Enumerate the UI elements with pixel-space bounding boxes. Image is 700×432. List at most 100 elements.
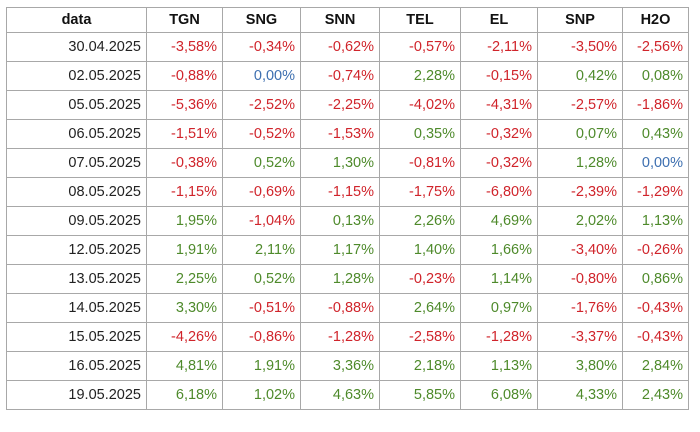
return-cell: -0,81% bbox=[379, 148, 461, 178]
table-container: data TGN SNG SNN TEL EL SNP H2O 30.04.20… bbox=[6, 7, 689, 410]
header-snn: SNN bbox=[300, 7, 380, 33]
return-cell: -0,43% bbox=[622, 322, 689, 352]
return-cell: 1,91% bbox=[146, 235, 223, 265]
return-cell: -1,04% bbox=[222, 206, 301, 236]
return-cell: -1,76% bbox=[537, 293, 623, 323]
table-row: 08.05.2025 -1,15% -0,69% -1,15% -1,75% -6,80%… bbox=[6, 177, 689, 207]
header-el: EL bbox=[460, 7, 538, 33]
return-cell: -1,51% bbox=[146, 119, 223, 149]
return-cell: -1,75% bbox=[379, 177, 461, 207]
return-cell: -0,38% bbox=[146, 148, 223, 178]
return-cell: 1,30% bbox=[300, 148, 380, 178]
return-cell: 1,66% bbox=[460, 235, 538, 265]
table-row: 14.05.2025 3,30% -0,51% -0,88% 2,64% 0,97% -1,… bbox=[6, 293, 689, 323]
table-row: 05.05.2025 -5,36% -2,52% -2,25% -4,02% -4,31%… bbox=[6, 90, 689, 120]
return-cell: -2,57% bbox=[537, 90, 623, 120]
table-row: 16.05.2025 4,81% 1,91% 3,36% 2,18% 1,13% 3,80%… bbox=[6, 351, 689, 381]
table-row: 30.04.2025 -3,58% -0,34% -0,62% -0,57% -2,11%… bbox=[6, 32, 689, 62]
table-row: 07.05.2025 -0,38% 0,52% 1,30% -0,81% -0,32% 1,… bbox=[6, 148, 689, 178]
return-cell: 0,52% bbox=[222, 148, 301, 178]
return-cell: 6,18% bbox=[146, 380, 223, 410]
date-cell: 07.05.2025 bbox=[6, 148, 147, 178]
return-cell: 0,42% bbox=[537, 61, 623, 91]
return-cell: 3,30% bbox=[146, 293, 223, 323]
return-cell: 4,33% bbox=[537, 380, 623, 410]
return-cell: 4,63% bbox=[300, 380, 380, 410]
return-cell: 2,43% bbox=[622, 380, 689, 410]
return-cell: 0,35% bbox=[379, 119, 461, 149]
table-header-row: data TGN SNG SNN TEL EL SNP H2O bbox=[6, 7, 689, 33]
return-cell: 1,91% bbox=[222, 351, 301, 381]
return-cell: -0,62% bbox=[300, 32, 380, 62]
return-cell: 2,26% bbox=[379, 206, 461, 236]
return-cell: -4,26% bbox=[146, 322, 223, 352]
date-cell: 30.04.2025 bbox=[6, 32, 147, 62]
return-cell: -2,39% bbox=[537, 177, 623, 207]
return-cell: -3,37% bbox=[537, 322, 623, 352]
header-tel: TEL bbox=[379, 7, 461, 33]
return-cell: -1,29% bbox=[622, 177, 689, 207]
return-cell: -0,74% bbox=[300, 61, 380, 91]
date-cell: 09.05.2025 bbox=[6, 206, 147, 236]
header-sng: SNG bbox=[222, 7, 301, 33]
header-tgn: TGN bbox=[146, 7, 223, 33]
return-cell: -4,02% bbox=[379, 90, 461, 120]
return-cell: -0,57% bbox=[379, 32, 461, 62]
return-cell: -6,80% bbox=[460, 177, 538, 207]
return-cell: 0,13% bbox=[300, 206, 380, 236]
return-cell: -1,28% bbox=[300, 322, 380, 352]
return-cell: -3,50% bbox=[537, 32, 623, 62]
return-cell: -1,28% bbox=[460, 322, 538, 352]
return-cell: -2,11% bbox=[460, 32, 538, 62]
return-cell: -0,80% bbox=[537, 264, 623, 294]
table-row: 09.05.2025 1,95% -1,04% 0,13% 2,26% 4,69% 2,02… bbox=[6, 206, 689, 236]
return-cell: 1,28% bbox=[300, 264, 380, 294]
date-cell: 14.05.2025 bbox=[6, 293, 147, 323]
return-cell: -0,86% bbox=[222, 322, 301, 352]
return-cell: 2,64% bbox=[379, 293, 461, 323]
return-cell: 0,00% bbox=[222, 61, 301, 91]
return-cell: -0,34% bbox=[222, 32, 301, 62]
date-cell: 08.05.2025 bbox=[6, 177, 147, 207]
header-date: data bbox=[6, 7, 147, 33]
date-cell: 05.05.2025 bbox=[6, 90, 147, 120]
returns-table: data TGN SNG SNN TEL EL SNP H2O 30.04.20… bbox=[6, 7, 689, 410]
return-cell: 2,28% bbox=[379, 61, 461, 91]
return-cell: 1,02% bbox=[222, 380, 301, 410]
return-cell: 0,07% bbox=[537, 119, 623, 149]
return-cell: -0,88% bbox=[146, 61, 223, 91]
return-cell: 2,18% bbox=[379, 351, 461, 381]
date-cell: 19.05.2025 bbox=[6, 380, 147, 410]
table-body: 30.04.2025 -3,58% -0,34% -0,62% -0,57% -2,11%… bbox=[6, 32, 689, 410]
return-cell: 5,85% bbox=[379, 380, 461, 410]
return-cell: 4,81% bbox=[146, 351, 223, 381]
return-cell: -2,56% bbox=[622, 32, 689, 62]
return-cell: 2,02% bbox=[537, 206, 623, 236]
date-cell: 06.05.2025 bbox=[6, 119, 147, 149]
return-cell: -3,58% bbox=[146, 32, 223, 62]
return-cell: 3,80% bbox=[537, 351, 623, 381]
return-cell: 2,11% bbox=[222, 235, 301, 265]
return-cell: 6,08% bbox=[460, 380, 538, 410]
return-cell: -2,25% bbox=[300, 90, 380, 120]
return-cell: 0,08% bbox=[622, 61, 689, 91]
return-cell: -0,32% bbox=[460, 148, 538, 178]
return-cell: 0,86% bbox=[622, 264, 689, 294]
date-cell: 16.05.2025 bbox=[6, 351, 147, 381]
table-row: 13.05.2025 2,25% 0,52% 1,28% -0,23% 1,14% -0,8… bbox=[6, 264, 689, 294]
table-row: 15.05.2025 -4,26% -0,86% -1,28% -2,58% -1,28%… bbox=[6, 322, 689, 352]
return-cell: 1,13% bbox=[622, 206, 689, 236]
date-cell: 13.05.2025 bbox=[6, 264, 147, 294]
return-cell: -0,51% bbox=[222, 293, 301, 323]
return-cell: -2,52% bbox=[222, 90, 301, 120]
return-cell: -0,15% bbox=[460, 61, 538, 91]
return-cell: -0,69% bbox=[222, 177, 301, 207]
return-cell: 1,14% bbox=[460, 264, 538, 294]
return-cell: 2,25% bbox=[146, 264, 223, 294]
table-row: 06.05.2025 -1,51% -0,52% -1,53% 0,35% -0,32% 0… bbox=[6, 119, 689, 149]
return-cell: 4,69% bbox=[460, 206, 538, 236]
return-cell: -0,26% bbox=[622, 235, 689, 265]
return-cell: -0,52% bbox=[222, 119, 301, 149]
return-cell: -5,36% bbox=[146, 90, 223, 120]
return-cell: 0,52% bbox=[222, 264, 301, 294]
